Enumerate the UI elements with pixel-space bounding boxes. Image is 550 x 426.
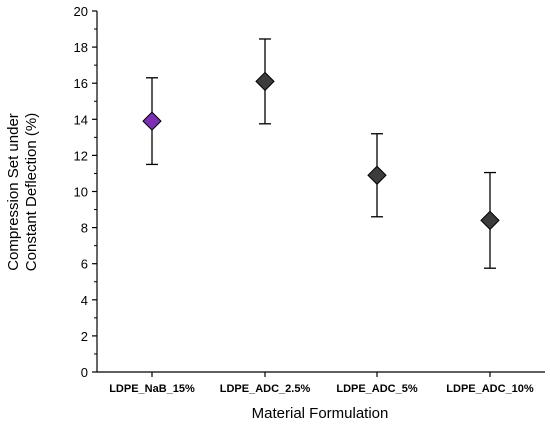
y-tick-label: 18: [74, 40, 88, 55]
y-tick-label: 16: [74, 76, 88, 91]
data-point-diamond: [142, 111, 162, 131]
data-point-diamond: [480, 210, 500, 231]
error-bars: [146, 38, 496, 269]
data-point-diamond: [367, 165, 387, 185]
y-tick-label: 4: [81, 293, 88, 308]
y-axis-ticks: 0 2 4 6 8 10 12 14 16 18 20: [74, 4, 97, 380]
data-point-diamond: [255, 71, 275, 92]
x-tick-label: LDPE_ADC_10%: [446, 383, 534, 395]
y-tick-label: 2: [81, 329, 88, 344]
x-axis-ticks: LDPE_NaB_15% LDPE_ADC_2.5% LDPE_ADC_5% LDPE…: [109, 372, 534, 395]
y-tick-label: 14: [74, 112, 88, 127]
x-tick-label: LDPE_ADC_5%: [336, 383, 418, 395]
x-tick-label: LDPE_ADC_2.5%: [220, 383, 311, 395]
y-axis-title-line-1: Compression Set under: [5, 113, 22, 271]
x-tick-label: LDPE_NaB_15%: [109, 383, 195, 395]
y-tick-label: 12: [74, 148, 88, 163]
y-tick-label: 8: [81, 221, 88, 236]
y-tick-label: 10: [74, 185, 88, 200]
y-axis-title: Compression Set under Constant Deflectio…: [5, 113, 40, 271]
y-tick-label: 6: [81, 257, 88, 272]
y-axis-title-line-2: Constant Deflection (%): [23, 113, 40, 271]
axes: [96, 11, 545, 373]
x-axis-title: Material Formulation: [252, 405, 389, 422]
data-markers: [142, 71, 500, 231]
y-tick-label: 20: [74, 4, 88, 19]
y-tick-label: 0: [81, 365, 88, 380]
